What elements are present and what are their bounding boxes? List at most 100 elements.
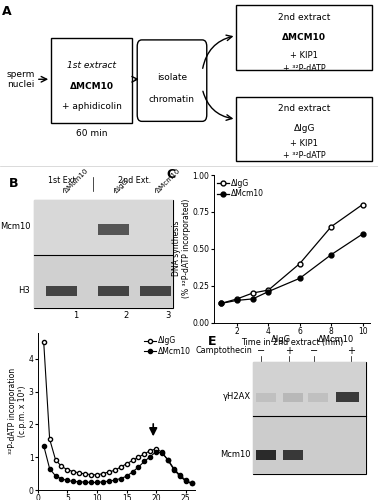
Text: B: B	[9, 177, 19, 190]
ΔMcm10	[65, 478, 70, 484]
ΔMcm10	[136, 464, 141, 470]
FancyBboxPatch shape	[140, 286, 171, 296]
Text: +: +	[285, 346, 293, 356]
Text: E: E	[208, 335, 216, 348]
ΔIgG	[101, 470, 105, 476]
FancyBboxPatch shape	[253, 416, 366, 474]
Text: ΔIgG: ΔIgG	[114, 178, 130, 194]
ΔMcm10	[53, 473, 58, 479]
Text: 1: 1	[73, 310, 78, 320]
Text: Camptothecin: Camptothecin	[196, 346, 253, 355]
ΔIgG	[47, 436, 52, 442]
ΔMcm10	[71, 478, 76, 484]
ΔIgG	[184, 478, 188, 484]
Text: −: −	[310, 346, 318, 356]
Legend: ΔIgG, ΔMcm10: ΔIgG, ΔMcm10	[144, 336, 191, 356]
ΔMcm10	[172, 466, 176, 471]
ΔIgG	[235, 296, 239, 302]
Text: ΔIgG: ΔIgG	[271, 335, 291, 344]
ΔIgG	[148, 448, 153, 454]
ΔMcm10	[219, 300, 224, 306]
ΔMcm10	[235, 298, 239, 304]
Text: ΔMcm10: ΔMcm10	[155, 168, 182, 194]
Text: 60 min: 60 min	[76, 130, 108, 138]
ΔMcm10	[166, 457, 170, 463]
Text: + aphidicolin: + aphidicolin	[62, 102, 122, 111]
Text: 2nd extract: 2nd extract	[278, 13, 330, 22]
ΔMcm10	[329, 252, 333, 258]
ΔIgG	[83, 471, 87, 477]
ΔIgG	[219, 300, 224, 306]
Text: γH2AX: γH2AX	[223, 392, 251, 401]
ΔIgG	[71, 468, 76, 474]
ΔIgG	[95, 472, 99, 478]
ΔMcm10	[124, 473, 129, 479]
FancyBboxPatch shape	[34, 200, 173, 254]
FancyBboxPatch shape	[253, 362, 366, 474]
Legend: ΔIgG, ΔMcm10: ΔIgG, ΔMcm10	[217, 179, 264, 199]
ΔIgG	[166, 458, 170, 464]
ΔMcm10	[95, 480, 99, 486]
ΔIgG	[124, 461, 129, 467]
ΔMcm10	[107, 478, 111, 484]
ΔIgG	[297, 260, 302, 266]
FancyBboxPatch shape	[46, 286, 77, 296]
FancyBboxPatch shape	[256, 450, 276, 460]
ΔMcm10	[360, 231, 365, 237]
ΔIgG	[178, 473, 182, 479]
ΔMcm10	[89, 480, 93, 486]
Text: C: C	[166, 168, 176, 180]
FancyBboxPatch shape	[253, 362, 366, 416]
ΔMcm10	[251, 296, 255, 302]
ΔMcm10	[160, 450, 164, 456]
ΔIgG	[42, 340, 46, 345]
ΔMcm10	[77, 479, 82, 485]
Text: H3: H3	[19, 286, 30, 294]
Line: ΔMcm10: ΔMcm10	[42, 444, 194, 486]
FancyBboxPatch shape	[308, 393, 328, 402]
ΔIgG	[113, 468, 117, 473]
ΔIgG	[160, 450, 164, 456]
ΔIgG	[130, 458, 135, 464]
Line: ΔIgG: ΔIgG	[42, 340, 194, 486]
FancyBboxPatch shape	[51, 38, 132, 123]
Text: 2: 2	[123, 310, 129, 320]
ΔIgG	[154, 446, 158, 452]
Text: ΔMcm10: ΔMcm10	[318, 335, 354, 344]
Text: + ³²P-dATP: + ³²P-dATP	[283, 152, 325, 160]
Text: isolate: isolate	[157, 73, 187, 82]
ΔMcm10	[266, 288, 271, 294]
Line: ΔMcm10: ΔMcm10	[219, 232, 365, 306]
Text: 1st Ext.: 1st Ext.	[48, 176, 78, 186]
Text: 3: 3	[165, 310, 170, 320]
Text: ΔMCM10: ΔMCM10	[70, 82, 114, 91]
FancyBboxPatch shape	[256, 393, 276, 402]
Line: ΔIgG: ΔIgG	[219, 202, 365, 306]
FancyBboxPatch shape	[284, 393, 303, 402]
Text: A: A	[2, 6, 11, 18]
ΔIgG	[266, 287, 271, 293]
FancyBboxPatch shape	[336, 392, 359, 402]
ΔMcm10	[178, 472, 182, 478]
ΔIgG	[107, 469, 111, 475]
FancyBboxPatch shape	[34, 254, 173, 308]
ΔMcm10	[113, 477, 117, 483]
Y-axis label: ³²P-dATP incorporation
(c.p.m. x 10³): ³²P-dATP incorporation (c.p.m. x 10³)	[8, 368, 27, 454]
ΔMcm10	[42, 442, 46, 448]
Text: Mcm10: Mcm10	[220, 450, 251, 459]
ΔMcm10	[59, 476, 64, 482]
ΔMcm10	[184, 477, 188, 483]
ΔIgG	[77, 470, 82, 476]
ΔIgG	[172, 466, 176, 472]
Text: ΔMCM10: ΔMCM10	[282, 32, 326, 42]
Text: −: −	[257, 346, 265, 356]
Text: 2nd extract: 2nd extract	[278, 104, 330, 114]
ΔMcm10	[189, 480, 194, 486]
Text: Mcm10: Mcm10	[0, 222, 30, 231]
FancyBboxPatch shape	[98, 224, 129, 235]
Text: sperm
nuclei: sperm nuclei	[6, 70, 35, 89]
Text: ΔMcm10: ΔMcm10	[63, 168, 90, 194]
ΔIgG	[59, 464, 64, 469]
ΔIgG	[360, 202, 365, 207]
Text: 2nd Ext.: 2nd Ext.	[118, 176, 151, 186]
